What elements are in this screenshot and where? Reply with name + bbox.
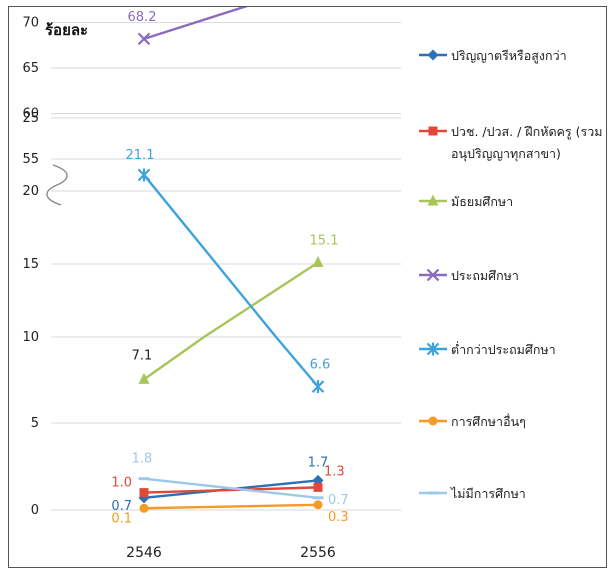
data-label: 68.2 xyxy=(128,10,157,25)
series-line xyxy=(143,0,270,41)
marker-x xyxy=(137,32,151,46)
legend-label: ต่ำกว่าประถมศึกษา xyxy=(451,341,556,357)
series-line xyxy=(143,261,319,381)
y-axis-title: ร้อยละ xyxy=(45,21,88,39)
marker-diamond xyxy=(427,49,439,61)
y-tick-label: 5 xyxy=(31,416,39,431)
y-tick-label: 10 xyxy=(22,330,39,345)
series-line xyxy=(143,174,319,388)
data-label: 1.8 xyxy=(132,452,153,467)
legend-item-2: มัธยมศึกษา xyxy=(419,194,513,209)
legend-item-3: ประถมศึกษา xyxy=(419,268,519,283)
series-6: 1.8 0.7 xyxy=(132,452,349,508)
axis-break-icon xyxy=(46,164,68,206)
x-tick-label: 2546 xyxy=(126,545,162,561)
legend-item-1: ปวช. /ปวส. / ฝึกหัดครู (รวมอนุปริญญาทุกส… xyxy=(419,124,602,162)
series-3: 68.274.3 xyxy=(128,0,270,46)
series-line xyxy=(143,503,319,510)
marker-circle xyxy=(428,416,438,426)
data-label: 1.3 xyxy=(324,464,345,479)
legend-item-5: การศึกษาอื่นๆ xyxy=(419,413,526,429)
y-tick-label: 20 xyxy=(22,184,39,199)
y-tick-label: 70 xyxy=(22,16,39,31)
marker-triangle xyxy=(427,194,439,206)
marker-star xyxy=(426,342,440,356)
legend-item-0: ปริญญาตรีหรือสูงกว่า xyxy=(419,48,567,64)
data-label: 0.7 xyxy=(328,493,349,508)
series-layer: 0.7 1.7 1.0 1.3 7.1 15.1 68.274.3 21.1 6.6 0.1 0.3… xyxy=(111,0,349,526)
marker-square xyxy=(313,482,323,492)
data-label: 7.1 xyxy=(132,348,153,363)
series-line xyxy=(143,486,319,494)
data-label: 21.1 xyxy=(126,148,155,163)
y-tick-label: 65 xyxy=(22,61,39,76)
series-2: 7.1 15.1 xyxy=(132,234,339,384)
x-tick-label: 2556 xyxy=(300,545,336,561)
marker-square xyxy=(428,126,438,136)
legend-label: ไม่มีการศึกษา xyxy=(450,486,526,501)
marker-circle xyxy=(139,503,149,513)
y-tick-label: 55 xyxy=(22,152,39,167)
data-label: 0.3 xyxy=(328,510,349,525)
legend-label: ปริญญาตรีหรือสูงกว่า xyxy=(451,48,567,64)
series-5: 0.1 0.3 xyxy=(111,500,349,526)
data-label: 15.1 xyxy=(310,234,339,249)
legend-label: ประถมศึกษา xyxy=(451,268,519,283)
legend-label: การศึกษาอื่นๆ xyxy=(451,413,526,429)
legend-item-6: ไม่มีการศึกษา xyxy=(419,486,526,501)
data-label: 0.7 xyxy=(111,499,132,514)
data-label: 0.1 xyxy=(111,511,132,526)
y-tick-label: 60 xyxy=(22,107,39,122)
grid-layer xyxy=(51,22,401,511)
legend-label: ปวช. /ปวส. / ฝึกหัดครู (รวม xyxy=(451,124,602,140)
marker-square xyxy=(139,488,149,498)
series-line xyxy=(143,477,319,500)
series-1: 1.0 1.3 xyxy=(111,464,345,498)
series-4: 21.1 6.6 xyxy=(126,148,331,394)
data-label: 6.6 xyxy=(310,358,331,373)
legend-item-4: ต่ำกว่าประถมศึกษา xyxy=(419,341,556,357)
marker-triangle xyxy=(138,372,150,384)
marker-star xyxy=(311,380,325,394)
legend-label: อนุปริญญาทุกสาขา) xyxy=(451,146,561,162)
marker-x xyxy=(426,268,440,282)
marker-star xyxy=(137,168,151,182)
y-tick-label: 25 xyxy=(22,111,39,126)
legend-label: มัธยมศึกษา xyxy=(451,194,513,209)
marker-circle xyxy=(313,500,323,510)
y-tick-label: 15 xyxy=(22,257,39,272)
y-tick-label: 0 xyxy=(31,503,39,518)
data-label: 1.0 xyxy=(111,476,132,491)
data-label: 1.7 xyxy=(308,455,329,470)
marker-triangle xyxy=(312,256,324,268)
